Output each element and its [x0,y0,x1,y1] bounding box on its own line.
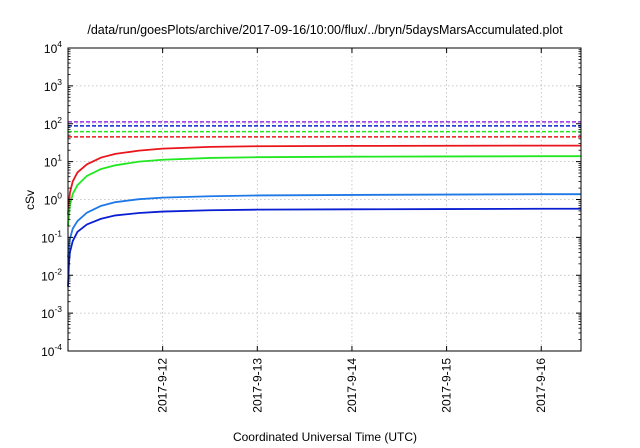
x-tick-label: 2017-9-13 [250,358,264,413]
chart-title: /data/run/goesPlots/archive/2017-09-16/1… [87,23,563,37]
y-tick-label: 102 [44,115,62,132]
ticks [68,47,581,352]
series-layer [67,121,581,287]
y-tick-label: 101 [44,153,62,170]
series-line-1 [67,144,581,215]
tick-labels: 10-4 10-3 10-2 10-1 100 101 102 103 104 2017-9-12… [41,39,548,413]
x-tick-label: 2017-9-14 [345,358,359,413]
series-line-4 [67,207,581,287]
y-tick-label: 100 [44,191,62,208]
y-tick-label: 10-1 [41,228,62,245]
y-tick-label: 10-4 [41,342,62,359]
series-line-3 [67,193,581,258]
x-tick-label: 2017-9-12 [156,358,170,413]
y-tick-label: 10-3 [41,304,62,321]
x-tick-label: 2017-9-15 [440,358,454,413]
y-tick-label: 10-2 [41,266,62,283]
y-tick-label: 104 [44,39,62,56]
x-tick-label: 2017-9-16 [534,358,548,413]
y-axis-label: cSv [23,190,37,210]
grid [68,48,581,351]
series-line-2 [67,155,581,227]
x-axis-label: Coordinated Universal Time (UTC) [233,430,417,444]
y-tick-label: 103 [44,77,62,94]
